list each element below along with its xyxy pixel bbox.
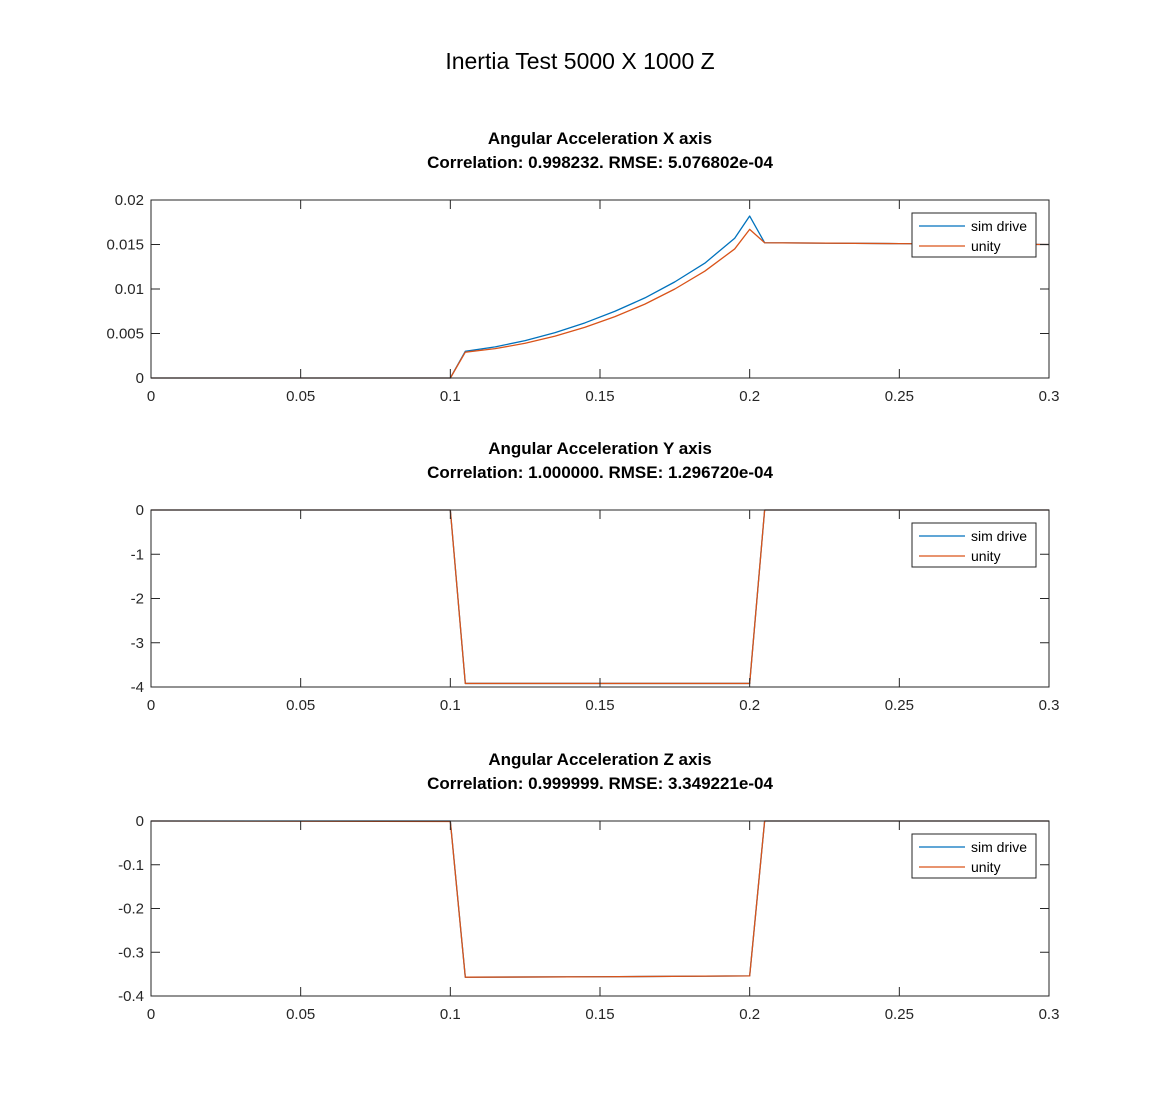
x-tick-label: 0.2 (739, 388, 760, 405)
y-tick-label: 0 (136, 370, 144, 387)
legend-box (911, 522, 1037, 568)
y-tick-label: 0 (136, 813, 144, 830)
subplot-title: Angular Acceleration X axis (488, 129, 712, 148)
legend-box (911, 833, 1037, 879)
x-tick-label: 0.25 (885, 697, 914, 714)
legend[interactable]: sim drive unity (911, 833, 1037, 879)
subplot-subtitle: Correlation: 1.000000. RMSE: 1.296720e-0… (427, 463, 773, 482)
plot-area (151, 821, 1049, 996)
x-tick-label: 0.3 (1039, 697, 1060, 714)
x-tick-label: 0.15 (585, 388, 614, 405)
legend-label-unity: unity (971, 238, 1001, 254)
series-line-unity (151, 228, 1049, 379)
x-tick-label: 0.2 (739, 697, 760, 714)
x-tick-label: 0.05 (286, 1006, 315, 1023)
y-tick-label: -1 (131, 546, 144, 563)
y-tick-label: -0.2 (118, 901, 144, 918)
x-tick-label: 0 (147, 697, 155, 714)
y-tick-label: -2 (131, 591, 144, 608)
figure-suptitle: Inertia Test 5000 X 1000 Z (445, 48, 714, 74)
legend-label-sim-drive: sim drive (971, 218, 1027, 234)
subplot-subtitle: Correlation: 0.999999. RMSE: 3.349221e-0… (427, 774, 773, 793)
plot-area (151, 510, 1049, 687)
x-tick-label: 0.05 (286, 388, 315, 405)
subplot-2: Angular Acceleration Y axis Correlation: … (131, 439, 1060, 714)
x-tick-label: 0 (147, 1006, 155, 1023)
subplot-title: Angular Acceleration Z axis (488, 750, 711, 769)
x-tick-label: 0.2 (739, 1006, 760, 1023)
y-tick-label: 0.02 (115, 192, 144, 209)
y-tick-label: -0.1 (118, 857, 144, 874)
legend-label-sim-drive: sim drive (971, 528, 1027, 544)
x-tick-label: 0.05 (286, 697, 315, 714)
x-tick-label: 0.15 (585, 697, 614, 714)
y-tick-label: 0 (136, 502, 144, 519)
subplot-subtitle: Correlation: 0.998232. RMSE: 5.076802e-0… (427, 153, 773, 172)
subplots: Angular Acceleration X axis Correlation: … (106, 129, 1059, 1023)
x-tick-label: 0.3 (1039, 1006, 1060, 1023)
x-tick-label: 0.25 (885, 1006, 914, 1023)
x-tick-label: 0.3 (1039, 388, 1060, 405)
y-tick-label: 0.01 (115, 281, 144, 298)
subplot-title: Angular Acceleration Y axis (488, 439, 712, 458)
y-tick-label: -0.4 (118, 988, 144, 1005)
x-tick-label: 0.1 (440, 388, 461, 405)
subplot-3: Angular Acceleration Z axis Correlation: … (118, 750, 1059, 1023)
series-line-sim-drive (151, 215, 1049, 379)
y-tick-label: 0.015 (106, 237, 144, 254)
legend-label-unity: unity (971, 859, 1001, 875)
legend-label-sim-drive: sim drive (971, 839, 1027, 855)
x-tick-label: 0.1 (440, 697, 461, 714)
legend[interactable]: sim drive unity (911, 522, 1037, 568)
y-tick-label: -0.3 (118, 944, 144, 961)
legend-box (911, 212, 1037, 258)
x-tick-label: 0.15 (585, 1006, 614, 1023)
plot-area (151, 200, 1049, 378)
y-tick-label: -4 (131, 679, 144, 696)
legend-label-unity: unity (971, 548, 1001, 564)
y-tick-label: 0.005 (106, 326, 144, 343)
series-group (151, 215, 1049, 379)
x-tick-label: 0.25 (885, 388, 914, 405)
x-tick-label: 0.1 (440, 1006, 461, 1023)
subplot-1: Angular Acceleration X axis Correlation: … (106, 129, 1059, 405)
legend[interactable]: sim drive unity (911, 212, 1037, 258)
y-tick-label: -3 (131, 635, 144, 652)
x-tick-label: 0 (147, 388, 155, 405)
